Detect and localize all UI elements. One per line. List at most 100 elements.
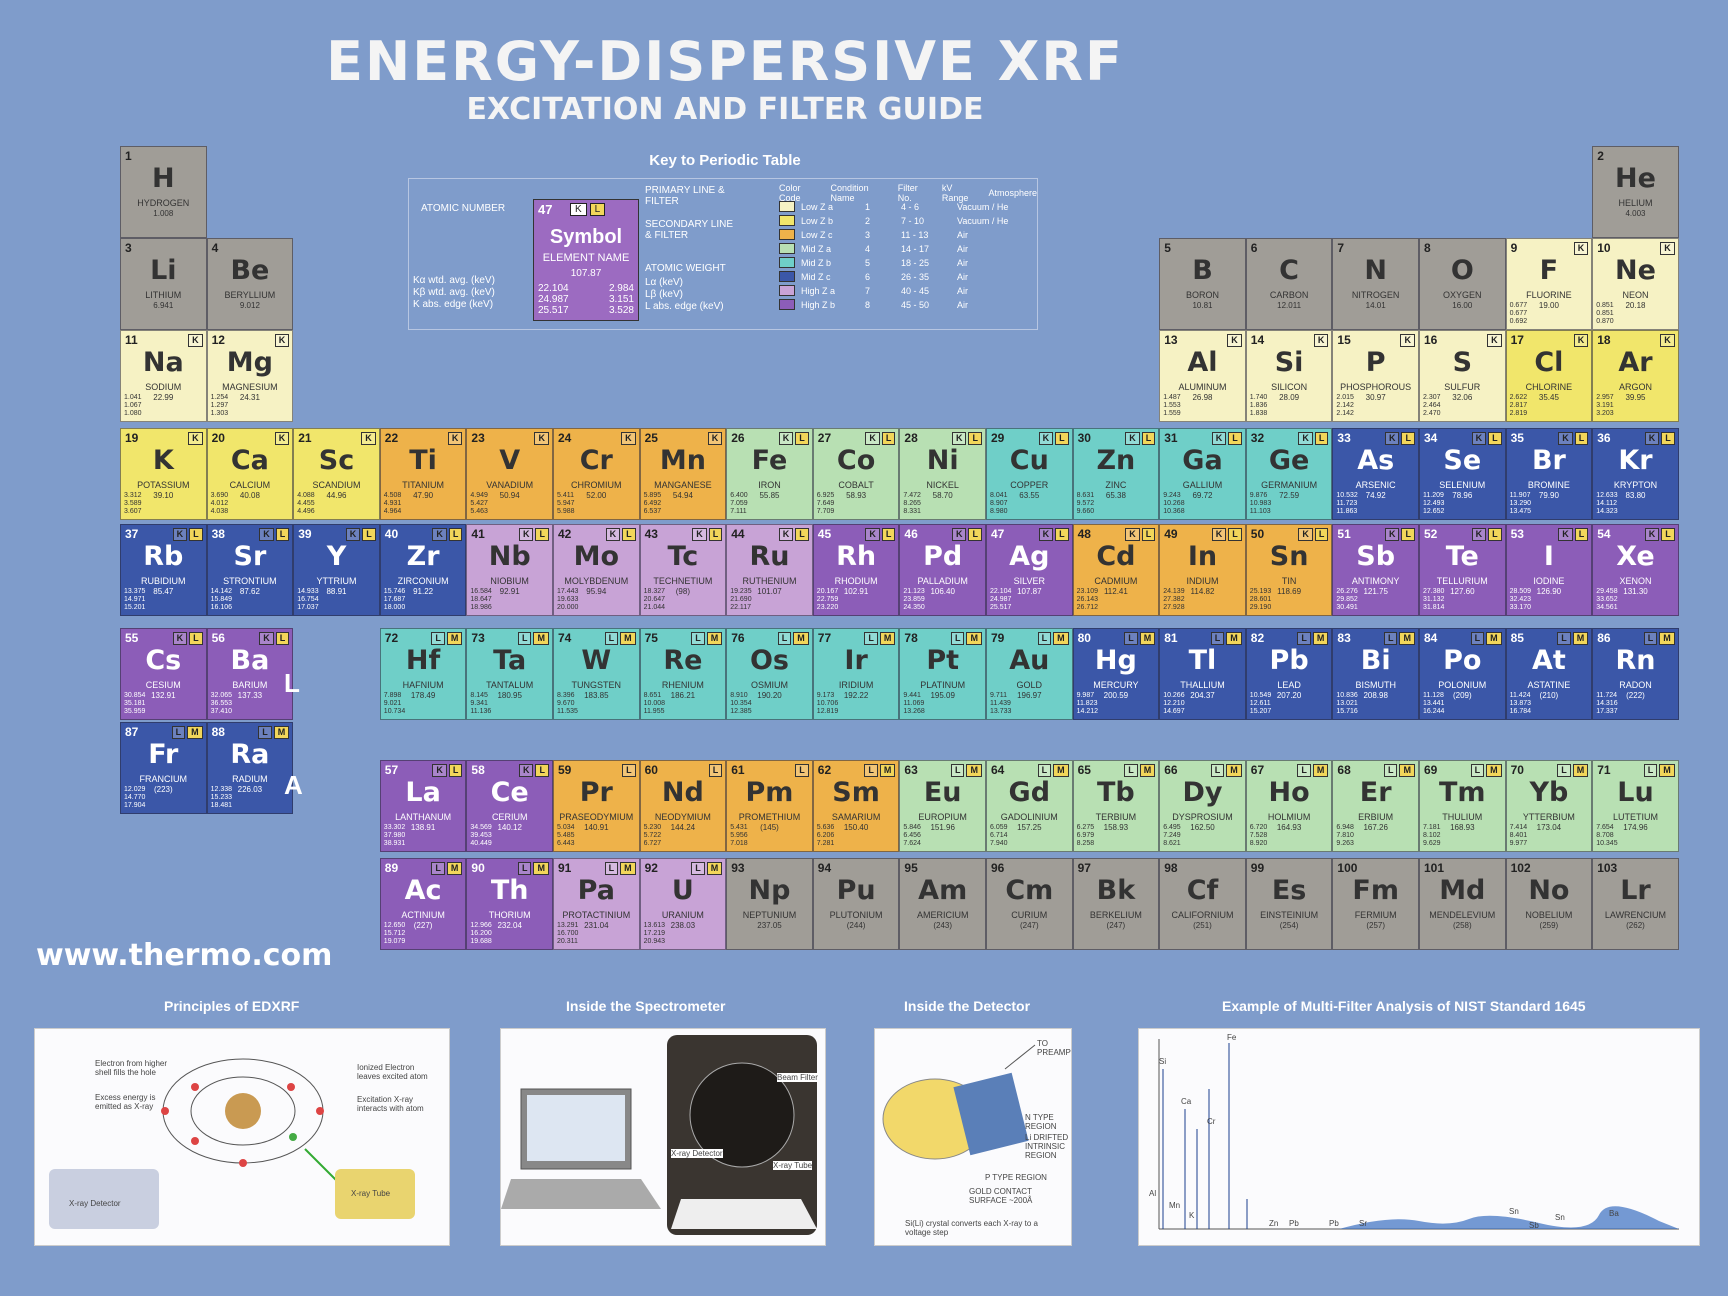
element-symbol: Kr — [1618, 445, 1653, 476]
element-energies: 33.302 37.980 38.931 — [384, 824, 405, 848]
element-energies: 34.569 39.453 40.449 — [470, 824, 491, 848]
line-badge: K — [518, 764, 534, 777]
element-nobelium: 102 No NOBELIUM (259) — [1505, 858, 1593, 950]
element-symbol: Cu — [1009, 445, 1049, 476]
key-example-line2: L — [589, 203, 606, 216]
energy-value: 4.508 — [383, 492, 402, 499]
energy-value: 2.307 — [1423, 394, 1441, 401]
element-astatine: 85 At ASTATINE (210) L M 11.424 13.873 16.784 — [1505, 628, 1593, 720]
element-symbol: Pb — [1269, 645, 1309, 676]
element-name: BERKELIUM — [1089, 910, 1142, 920]
key-example-number: 47 — [538, 202, 553, 217]
element-energies: 7.414 8.401 9.977 — [1510, 824, 1528, 848]
element-scandium: 21 Sc SCANDIUM 44.96 K 4.088 4.455 4.496 — [293, 428, 380, 520]
key-title: Key to Periodic Table — [649, 152, 801, 169]
element-name: GOLD — [1016, 680, 1043, 690]
element-symbol: Br — [1531, 445, 1566, 476]
energy-value: 17.337 — [1596, 708, 1618, 715]
element-number: 19 — [125, 431, 139, 445]
condition-kv: 7 - 10 — [901, 215, 925, 226]
energy-value: 7.898 — [383, 692, 402, 699]
element-weight: 26.98 — [1192, 393, 1213, 402]
energy-value: 18.986 — [470, 604, 492, 611]
element-symbol: Mo — [573, 541, 619, 572]
element-symbol: K — [152, 445, 174, 476]
element-name: NEPTUNIUM — [742, 910, 797, 920]
element-number: 15 — [1337, 333, 1351, 347]
line-badge: K — [188, 432, 203, 445]
element-weight: 65.38 — [1105, 491, 1126, 500]
element-weight: 16.00 — [1452, 301, 1473, 310]
energy-value: 6.537 — [643, 508, 662, 515]
energy-value: 1.067 — [124, 402, 142, 409]
element-weight: 118.69 — [1277, 587, 1302, 596]
condition-filter: 6 — [865, 271, 871, 282]
element-gadolinium: 64 Gd GADOLINIUM 157.25 L M 6.059 6.714 7.940 — [986, 760, 1073, 852]
energy-value: 18.647 — [470, 596, 492, 603]
line-badge: L — [1228, 528, 1242, 541]
element-weight: 232.04 — [497, 921, 522, 930]
line-badge: M — [1486, 764, 1502, 777]
energy-value: 7.709 — [816, 508, 835, 515]
element-symbol: Np — [748, 875, 791, 906]
energy-value: 7.059 — [730, 500, 748, 507]
line-badge: L — [517, 632, 532, 645]
condition-name: Mid Z c — [801, 271, 831, 282]
energy-value: 7.181 — [1423, 824, 1441, 831]
element-name: PALLADIUM — [917, 576, 968, 586]
line-badge: K — [621, 432, 636, 445]
energy-value: 0.851 — [1596, 302, 1614, 309]
element-symbol: Cf — [1186, 875, 1219, 906]
line-badge: K — [447, 432, 463, 445]
element-number: 1 — [125, 149, 132, 163]
element-symbol: Tb — [1097, 777, 1135, 808]
key-header-color: Color Code — [779, 183, 801, 203]
element-copper: 29 Cu COPPER 63.55 K L 8.041 8.907 8.980 — [986, 428, 1073, 520]
element-weight: 95.94 — [586, 587, 607, 596]
energy-value: 30.854 — [124, 692, 146, 699]
key-primary-line-label: PRIMARY LINE & FILTER — [645, 185, 725, 207]
energy-value: 15.201 — [124, 604, 146, 611]
element-symbol: Cl — [1534, 347, 1564, 378]
element-erbium: 68 Er ERBIUM 167.26 L M 6.948 7.810 9.263 — [1332, 760, 1419, 852]
element-energies: 13.613 17.219 20.943 — [644, 922, 665, 946]
element-symbol: Fr — [148, 739, 179, 770]
element-energies: 10.836 13.021 15.716 — [1336, 692, 1357, 716]
line-badge: K — [865, 528, 880, 541]
element-number: 102 — [1510, 861, 1531, 875]
element-arsenic: 33 As ARSENIC 74.92 K L 10.532 11.723 11.863 — [1332, 428, 1419, 520]
element-energies: 4.508 4.931 4.964 — [384, 492, 402, 516]
element-weight: 92.91 — [499, 587, 520, 596]
element-weight: 91.22 — [413, 587, 434, 596]
line-badge: K — [1125, 528, 1140, 541]
element-berkelium: 97 Bk BERKELIUM (247) — [1072, 858, 1160, 950]
element-symbol: He — [1615, 163, 1656, 194]
energy-value: 25.517 — [990, 604, 1012, 611]
element-energies: 30.854 35.181 35.959 — [124, 692, 145, 716]
element-number: 30 — [1077, 431, 1091, 445]
element-symbol: Sb — [1356, 541, 1396, 572]
element-energies: 5.230 5.722 6.727 — [644, 824, 662, 848]
line-badge: K — [172, 632, 188, 645]
line-badge: L — [604, 632, 619, 645]
detector-panel: TO PREAMP N TYPE REGION Li DRIFTED INTRI… — [874, 1028, 1072, 1246]
energy-value: 3.191 — [1596, 402, 1614, 409]
element-symbol: Ni — [926, 445, 959, 476]
element-symbol: Sm — [832, 777, 880, 808]
element-energies: 28.509 32.423 33.170 — [1510, 588, 1531, 612]
element-name: CALCIUM — [229, 480, 271, 490]
element-weight: 174.96 — [1623, 823, 1648, 832]
element-number: 3 — [125, 241, 132, 255]
condition-name: Low Z b — [801, 215, 834, 226]
element-symbol: Bk — [1096, 875, 1136, 906]
energy-value: 8.258 — [1076, 840, 1095, 847]
energy-value: 9.441 — [903, 692, 921, 699]
element-symbol: Hf — [405, 645, 441, 676]
element-number: 67 — [1250, 763, 1265, 777]
line-badge: L — [968, 432, 982, 445]
